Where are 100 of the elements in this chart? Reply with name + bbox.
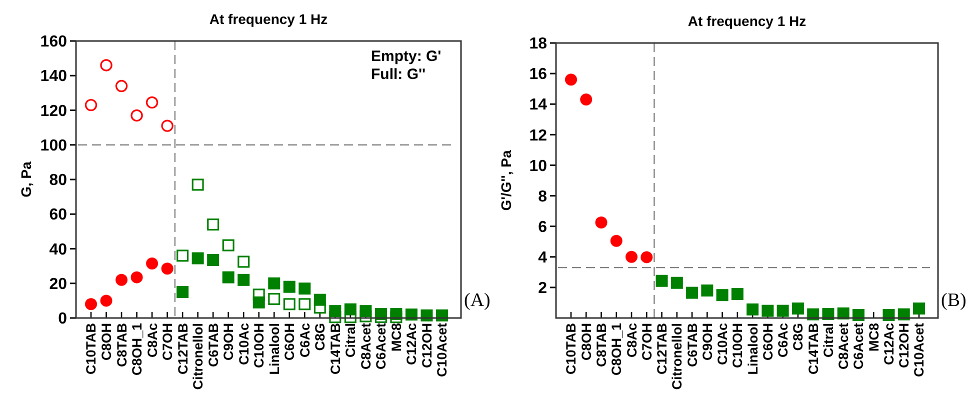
y-tick-label: 2 xyxy=(538,280,548,298)
x-tick-label: C8OH xyxy=(578,323,594,361)
x-tick-label: C6Ac xyxy=(297,322,312,358)
point xyxy=(283,280,296,293)
point xyxy=(115,80,128,92)
point xyxy=(192,178,204,191)
y-axis-title: G, Pa xyxy=(18,161,34,198)
point xyxy=(268,292,280,305)
point xyxy=(670,276,683,289)
x-tick-label: C6Ac xyxy=(776,322,791,358)
point xyxy=(100,294,112,307)
point xyxy=(222,239,234,252)
x-tick-label: C7OH xyxy=(639,323,654,361)
x-tick-label: C8Acet xyxy=(836,322,852,370)
annotation: Empty: G' xyxy=(371,48,442,65)
x-tick-label: C8Acet xyxy=(358,322,374,370)
x-tick-label: C8G xyxy=(790,323,806,351)
x-tick-label: C14TAB xyxy=(806,322,821,375)
y-tick-label: 16 xyxy=(529,66,548,84)
x-tick-label: C12TAB xyxy=(175,322,190,375)
point xyxy=(640,251,653,264)
point xyxy=(283,298,296,310)
x-tick-label: C10Acet xyxy=(434,322,450,378)
x-tick-label: Linalool xyxy=(266,323,282,375)
point xyxy=(807,308,820,320)
point xyxy=(84,98,98,112)
y-axis-title: G'/G'', Pa xyxy=(498,150,514,211)
point xyxy=(238,274,250,286)
point xyxy=(731,288,744,300)
point xyxy=(898,308,910,320)
point xyxy=(610,234,622,247)
x-tick-label: C10Ac xyxy=(236,322,252,366)
point xyxy=(405,308,418,321)
x-tick-label: C8Ac xyxy=(144,322,160,358)
point xyxy=(298,298,311,310)
point xyxy=(344,311,356,324)
point xyxy=(436,309,448,322)
x-tick-label: C8Ac xyxy=(624,322,640,358)
y-tick-label: 80 xyxy=(49,172,68,190)
point xyxy=(207,218,220,231)
chart-title: At frequency 1 Hz xyxy=(688,13,806,29)
x-tick-label: C6Acet xyxy=(374,322,389,370)
x-tick-label: C8G xyxy=(312,323,328,351)
x-tick-label: C8OH_1 xyxy=(609,322,624,376)
x-tick-label: C8TAB xyxy=(114,322,130,368)
point xyxy=(360,310,372,322)
point xyxy=(268,277,280,290)
x-tick-label: C8OH_1 xyxy=(130,322,145,376)
x-tick-label: C10OH xyxy=(730,323,746,368)
x-tick-label: Citronellol xyxy=(190,323,206,390)
point xyxy=(792,302,804,315)
x-tick-label: C12Ac xyxy=(881,322,896,366)
x-tick-label: C10TAB xyxy=(84,322,99,375)
annotation: Full: G'' xyxy=(371,66,426,83)
point xyxy=(374,310,387,323)
y-tick-label: 60 xyxy=(49,206,68,224)
point xyxy=(852,308,864,321)
x-tick-label: C6OH xyxy=(282,323,298,361)
point xyxy=(161,262,174,275)
point xyxy=(100,59,112,72)
x-tick-label: C12OH xyxy=(419,323,434,368)
y-tick-label: 160 xyxy=(40,34,68,51)
y-tick-label: 18 xyxy=(529,36,548,53)
point xyxy=(701,284,714,296)
x-tick-label: C6OH xyxy=(760,323,776,361)
text: (A) xyxy=(464,290,490,311)
x-tick-label: C6Acet xyxy=(851,322,866,370)
point xyxy=(146,96,158,109)
text: (B) xyxy=(941,290,966,311)
x-tick-label: C9OH xyxy=(221,323,236,361)
point xyxy=(822,308,834,320)
x-tick-label: C12TAB xyxy=(654,322,670,375)
point xyxy=(626,250,638,263)
point xyxy=(913,302,925,315)
point xyxy=(686,286,698,299)
point xyxy=(420,309,433,322)
point xyxy=(176,250,189,262)
x-tick-label: C10Ac xyxy=(715,322,730,366)
point xyxy=(146,257,158,270)
x-tick-label: Citronellol xyxy=(670,323,685,390)
x-tick-label: C10OH xyxy=(252,323,267,368)
x-tick-label: C8TAB xyxy=(594,322,609,368)
x-tick-label: C8OH xyxy=(98,323,114,361)
x-tick-label: MC8 xyxy=(866,322,882,352)
x-tick-label: C10TAB xyxy=(564,322,579,375)
point xyxy=(192,252,204,264)
point xyxy=(565,74,577,86)
x-tick-label: C12OH xyxy=(896,323,912,368)
point xyxy=(762,304,774,317)
point xyxy=(837,307,850,320)
x-tick-label: C6TAB xyxy=(684,322,700,368)
y-tick-label: 40 xyxy=(49,241,68,258)
y-tick-label: 20 xyxy=(49,276,68,293)
point xyxy=(207,254,220,266)
y-tick-label: 10 xyxy=(529,158,548,175)
point xyxy=(176,286,189,298)
point xyxy=(314,302,326,314)
x-tick-label: C12Ac xyxy=(404,322,420,366)
point xyxy=(776,304,789,317)
point xyxy=(882,308,895,321)
